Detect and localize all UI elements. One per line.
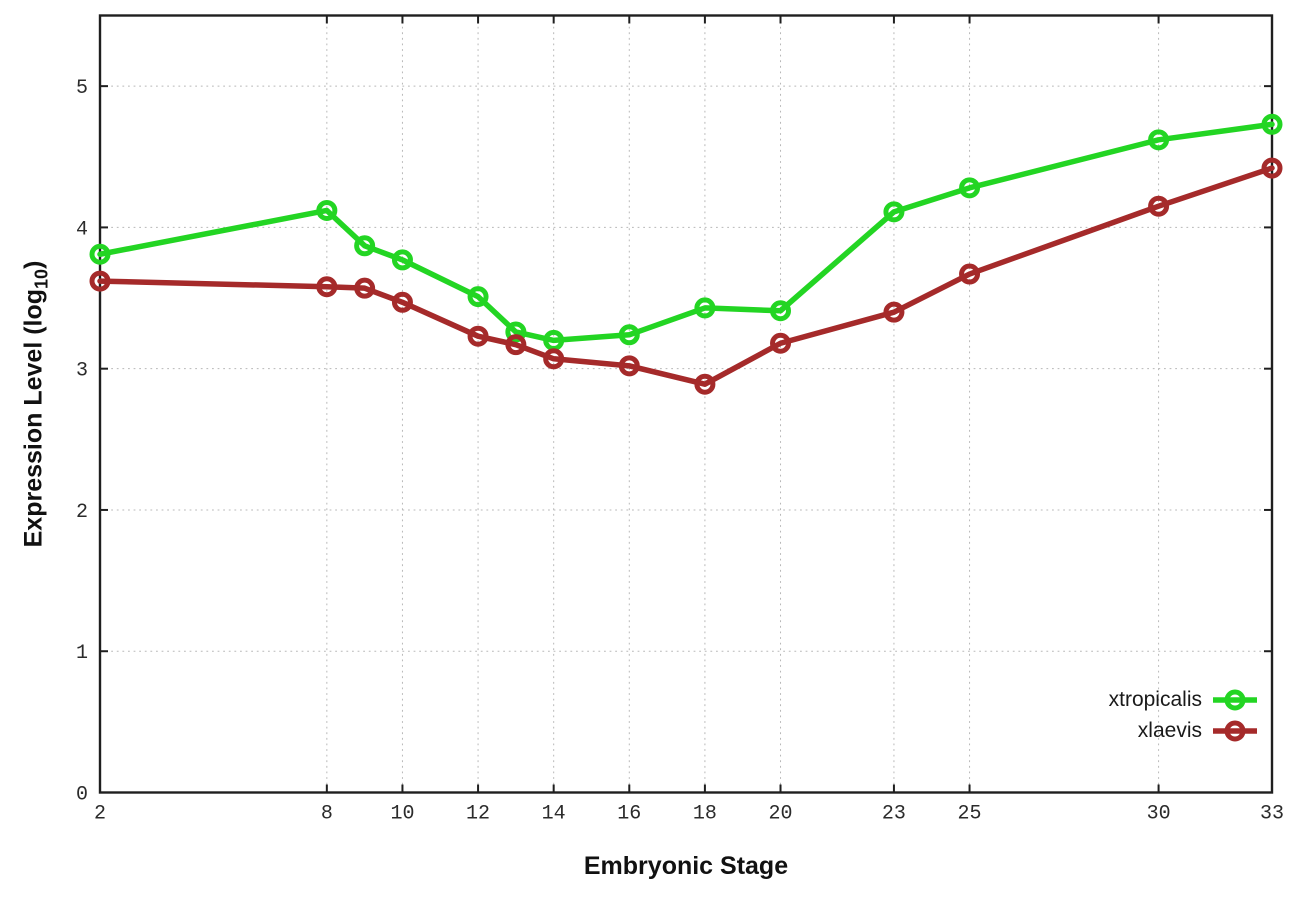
series-xlaevis [89, 157, 1283, 395]
data-point [467, 325, 489, 347]
y-tick-labels: 0 1 2 3 4 5 [76, 77, 88, 806]
x-tick-label: 18 [693, 803, 717, 826]
legend-sample-line-circle-icon [1213, 689, 1257, 711]
data-point [354, 235, 376, 257]
y-axis-title-close: ) [19, 260, 48, 269]
data-point [1148, 195, 1170, 217]
x-tick-label: 12 [466, 803, 490, 826]
data-point [543, 348, 565, 370]
data-point [391, 291, 413, 313]
y-axis-title-subscript: 10 [31, 268, 52, 289]
x-tick-label: 30 [1147, 803, 1171, 826]
legend-sample-line-circle-icon [1213, 720, 1257, 742]
data-point [959, 177, 981, 199]
legend-item-xtropicalis: xtropicalis [1109, 686, 1258, 714]
data-point [316, 276, 338, 298]
data-point [354, 277, 376, 299]
tick-marks [99, 15, 1273, 794]
x-tick-label: 16 [617, 803, 641, 826]
data-point [391, 249, 413, 271]
x-axis-title: Embryonic Stage [583, 852, 789, 880]
data-point [770, 332, 792, 354]
data-point [1148, 129, 1170, 151]
series-line [97, 121, 1275, 344]
gridlines [100, 15, 1272, 793]
x-tick-labels: 2 8 10 12 14 16 18 20 23 25 30 33 [94, 803, 1284, 826]
data-point [505, 334, 527, 356]
data-point [694, 297, 716, 319]
y-tick-label: 0 [76, 784, 88, 807]
x-tick-label: 33 [1260, 803, 1284, 826]
data-point [770, 300, 792, 322]
legend: xtropicalis xlaevis [1109, 686, 1258, 745]
y-tick-label: 3 [76, 360, 88, 383]
data-point [883, 201, 905, 223]
data-point [618, 324, 640, 346]
data-point [89, 243, 111, 265]
y-tick-label: 4 [76, 218, 88, 241]
legend-label-xlaevis: xlaevis [1137, 719, 1202, 742]
data-point [89, 270, 111, 292]
y-tick-label: 1 [76, 642, 88, 665]
legend-item-xlaevis: xlaevis [1138, 717, 1258, 745]
data-point [467, 286, 489, 308]
data-point [316, 199, 338, 221]
series-line [97, 165, 1275, 387]
plot-border [98, 14, 1274, 794]
y-tick-label: 2 [76, 501, 88, 524]
x-tick-label: 25 [958, 803, 982, 826]
data-point [505, 321, 527, 343]
data-point [694, 373, 716, 395]
legend-label-xtropicalis: xtropicalis [1108, 688, 1202, 711]
data-point [959, 263, 981, 285]
data-point [618, 355, 640, 377]
x-tick-label: 20 [769, 803, 793, 826]
data-point [1261, 113, 1283, 135]
y-tick-label: 5 [76, 77, 88, 100]
data-point [1261, 157, 1283, 179]
y-axis-title-text: Expression Level (log [19, 288, 48, 548]
series-xtropicalis [89, 113, 1283, 351]
x-tick-label: 23 [882, 803, 906, 826]
x-tick-label: 14 [542, 803, 566, 826]
data-point [883, 301, 905, 323]
y-axis-title: Expression Level (log10) [20, 261, 53, 548]
x-tick-label: 8 [321, 803, 333, 826]
x-tick-label: 10 [390, 803, 414, 826]
x-tick-label: 2 [94, 803, 106, 826]
